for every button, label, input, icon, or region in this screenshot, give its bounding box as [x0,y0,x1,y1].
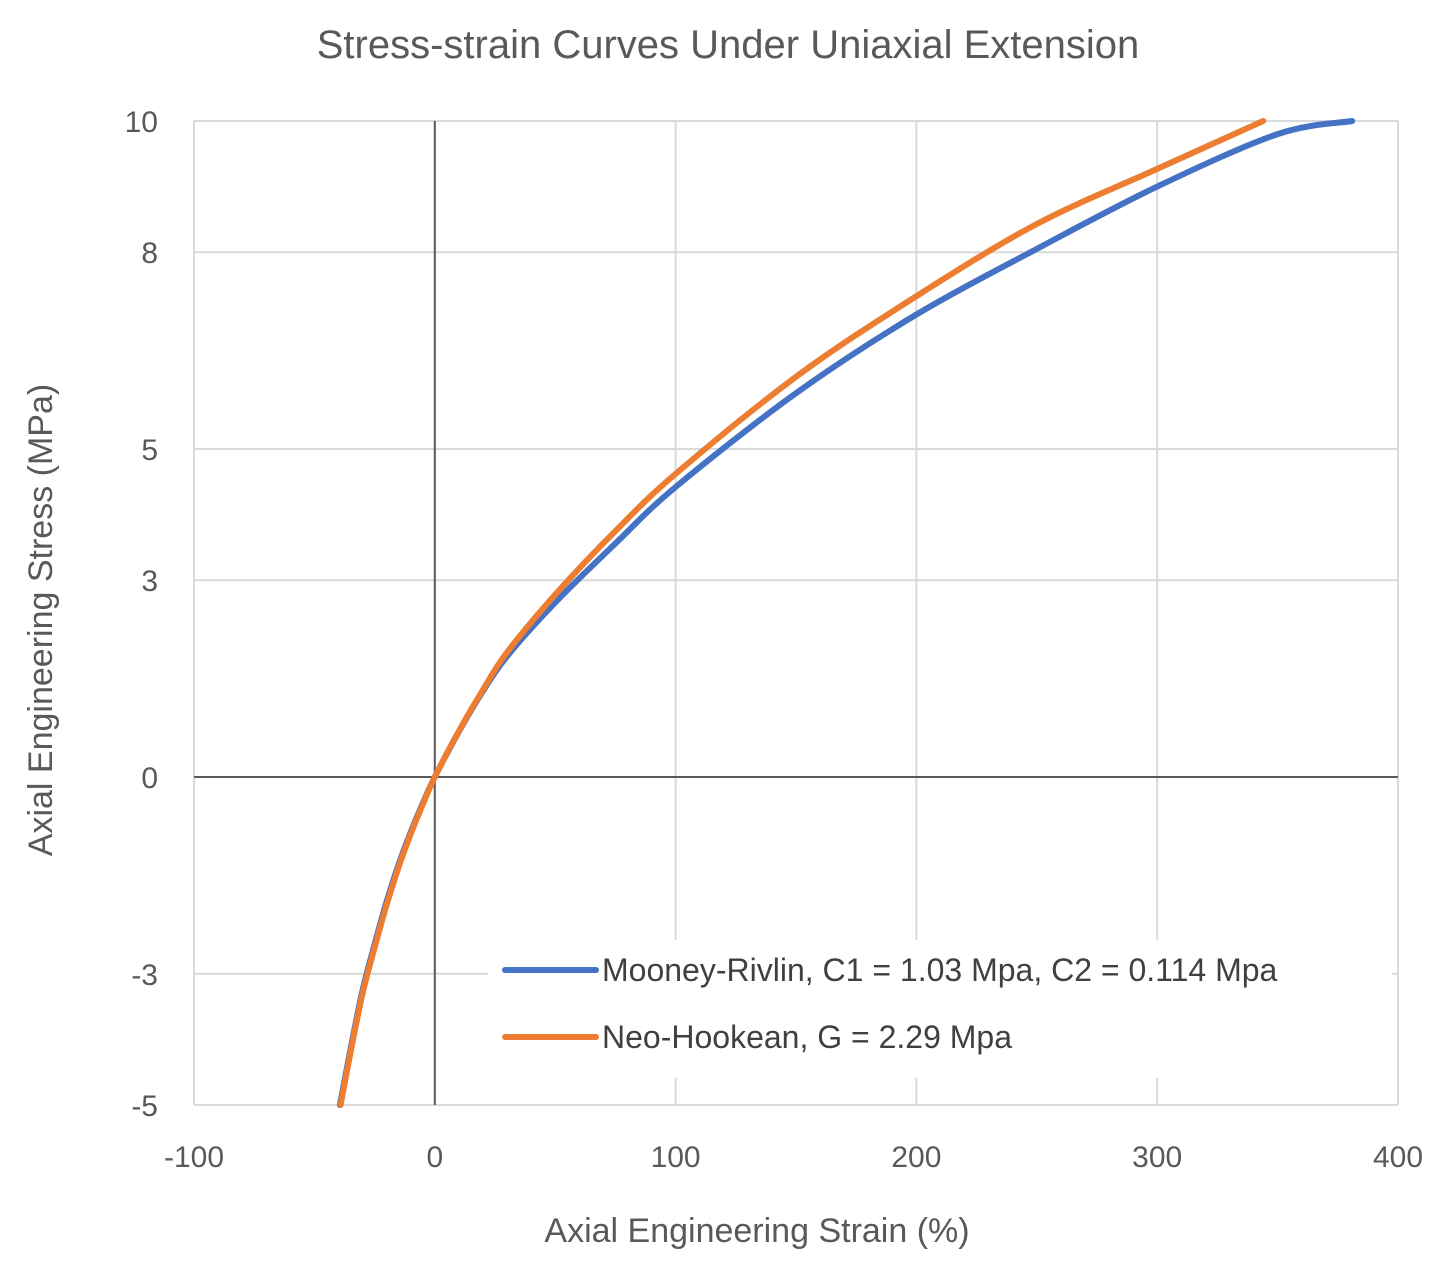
legend: Mooney-Rivlin, C1 = 1.03 Mpa, C2 = 0.114… [488,940,1392,1078]
y-tick-label: 3 [141,565,158,598]
legend-label-neo-hookean: Neo-Hookean, G = 2.29 Mpa [602,1019,1012,1055]
legend-label-mooney-rivlin: Mooney-Rivlin, C1 = 1.03 Mpa, C2 = 0.114… [602,952,1278,988]
data-series [336,118,1356,1108]
tick-labels: -100 0 100 200 300 400 -5 -3 0 3 5 8 10 [125,106,1423,1174]
y-tick-label: -5 [131,1090,158,1123]
y-tick-label: 0 [141,762,158,795]
zero-axes [194,121,1398,1105]
chart-title: Stress-strain Curves Under Uniaxial Exte… [317,23,1140,67]
y-tick-label: 8 [141,237,158,270]
x-tick-label: 400 [1373,1141,1423,1174]
x-tick-label: 100 [651,1141,701,1174]
y-tick-label: 5 [141,434,158,467]
x-tick-label: -100 [164,1141,224,1174]
x-axis-title: Axial Engineering Strain (%) [544,1212,969,1250]
grid-lines [193,120,1399,1106]
x-tick-label: 200 [891,1141,941,1174]
legend-background [488,940,1392,1078]
y-tick-label: 10 [125,106,158,139]
series-line-neo-hookean [337,118,1267,1108]
x-tick-label: 300 [1132,1141,1182,1174]
x-tick-label: 0 [426,1141,443,1174]
y-axis-title: Axial Engineering Stress (MPa) [22,384,60,856]
y-tick-label: -3 [131,959,158,992]
